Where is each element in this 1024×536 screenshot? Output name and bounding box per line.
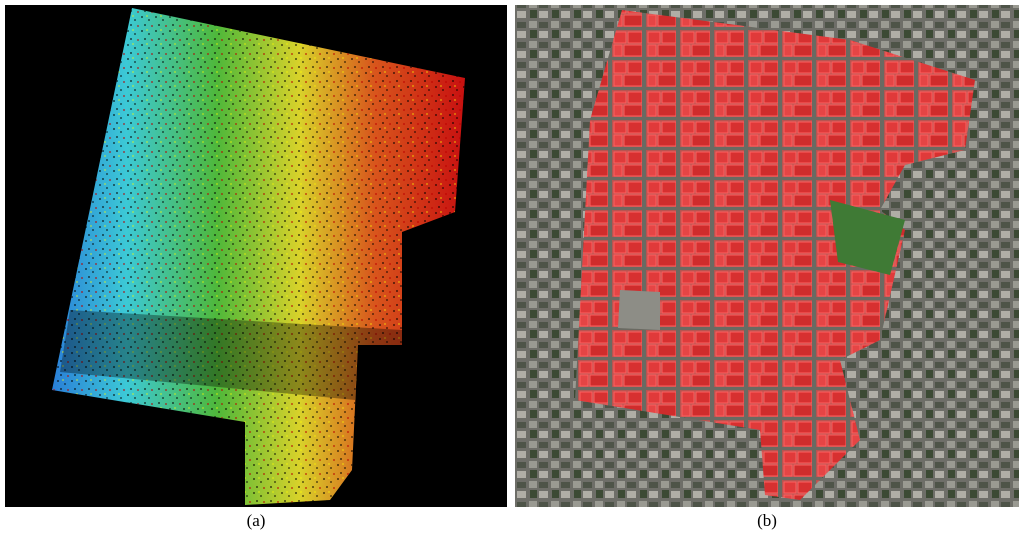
panel-b-image <box>515 5 1019 507</box>
park <box>830 200 905 275</box>
panel-a-image <box>5 5 507 507</box>
panel-label: (a) <box>247 511 266 530</box>
panel-label: (b) <box>757 511 777 530</box>
